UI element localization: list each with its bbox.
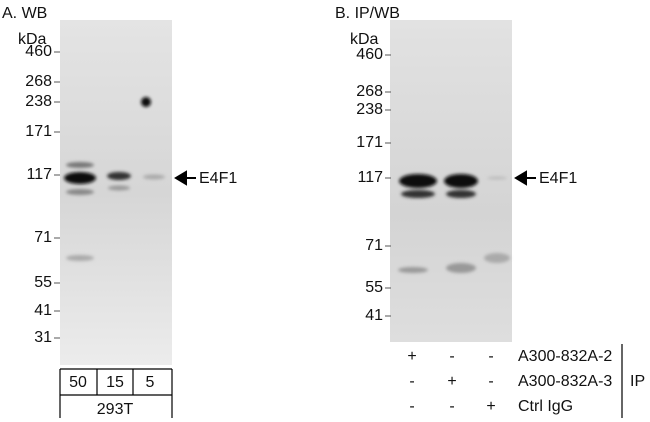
cell-line: 293T [97,401,134,418]
panel-a-title: A. WB [2,5,47,22]
marker-label: 55 [34,274,52,291]
band [401,190,435,198]
band [399,174,437,188]
lane-mark: + [486,398,495,415]
row-label: Ctrl IgG [518,398,573,415]
band [64,172,96,184]
marker-label: 117 [26,166,52,183]
marker-label: 71 [34,229,52,246]
marker-label: 71 [365,237,383,254]
lane-label: 50 [69,374,87,391]
band [143,174,165,180]
lane-mark: - [449,348,454,365]
band [66,162,94,168]
marker-label: 171 [25,123,52,140]
band [444,174,478,188]
lane-label: 5 [146,374,155,391]
band-label: E4F1 [199,170,237,187]
arrow [174,170,196,186]
band [484,253,510,263]
marker-label: 55 [365,279,383,296]
lane-mark: - [409,398,414,415]
group-label: IP [630,373,645,390]
lane-table [59,344,623,418]
lane-mark: - [488,348,493,365]
marker-label: 31 [34,329,52,346]
lane-mark: - [449,398,454,415]
lane-mark: + [447,373,456,390]
band [446,263,476,273]
marker-label: 238 [356,101,383,118]
marker-label: 41 [365,307,383,324]
bands [64,97,510,273]
band-label: E4F1 [539,170,577,187]
arrow [514,170,536,186]
row-label: A300-832A-2 [518,348,612,365]
band [66,189,94,195]
band [141,97,151,107]
unit-label: kDa [18,31,47,48]
band [446,190,476,198]
marker-label: 171 [356,134,383,151]
lane-mark: - [409,373,414,390]
band [398,267,428,273]
band [487,176,507,180]
marker-label: 460 [25,43,52,60]
band [108,185,130,191]
lane-label: 15 [106,374,124,391]
marker-label: 117 [357,169,383,186]
marker-label: 268 [25,73,52,90]
panel-b-title: B. IP/WB [335,5,400,22]
unit-label: kDa [350,31,379,48]
marker-label: 41 [34,302,52,319]
marker-label: 238 [25,93,52,110]
lane-mark: - [488,373,493,390]
marker-label: 460 [356,46,383,63]
marker-label: 268 [356,83,383,100]
row-label: A300-832A-3 [518,373,612,390]
band [66,255,94,261]
band [107,172,131,180]
lane-mark: + [407,348,416,365]
